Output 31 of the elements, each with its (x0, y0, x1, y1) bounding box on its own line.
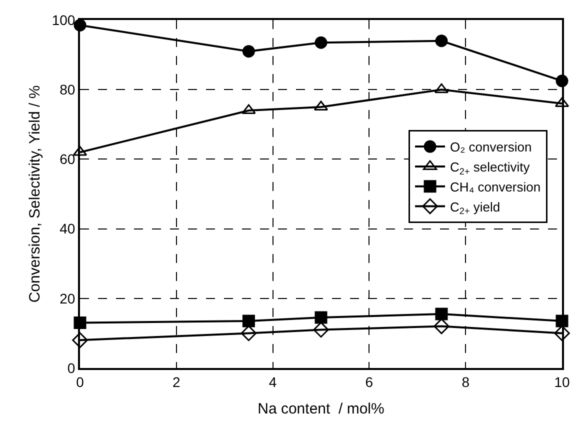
y-axis-title: Conversion, Selectivity, Yield / % (26, 85, 44, 303)
x-axis-title: Na content / mol% (258, 400, 384, 418)
y-tick-label: 80 (60, 82, 76, 98)
point (72, 146, 88, 156)
point (554, 325, 570, 342)
x-tick-label: 6 (365, 374, 374, 390)
y-tick-label: 20 (60, 290, 76, 306)
x-tick-label: 4 (268, 374, 277, 390)
y-tick-label: 40 (60, 220, 76, 237)
point (435, 308, 448, 320)
point (314, 311, 328, 324)
x-tick-label: 8 (462, 374, 470, 390)
point (313, 322, 329, 338)
point (554, 97, 570, 108)
point (434, 83, 449, 94)
point (435, 34, 448, 48)
point (242, 314, 255, 328)
legend-label: C$_{2+}$ yield (450, 199, 500, 216)
legend-label: O₂ conversion (450, 140, 532, 155)
point (72, 332, 88, 348)
x-tick-label: 10 (554, 374, 570, 390)
point (242, 45, 255, 58)
legend-label: CH₄ conversion (450, 179, 541, 194)
point (240, 325, 257, 342)
y-tick-label: 0 (67, 360, 76, 376)
y-tick-label: 60 (60, 151, 76, 168)
y-tick-label: 100 (52, 12, 76, 28)
point (314, 36, 328, 49)
point (434, 318, 450, 334)
legend-label: C$_{2+}$ selectivity (450, 160, 530, 176)
x-tick-label: 2 (172, 374, 180, 390)
